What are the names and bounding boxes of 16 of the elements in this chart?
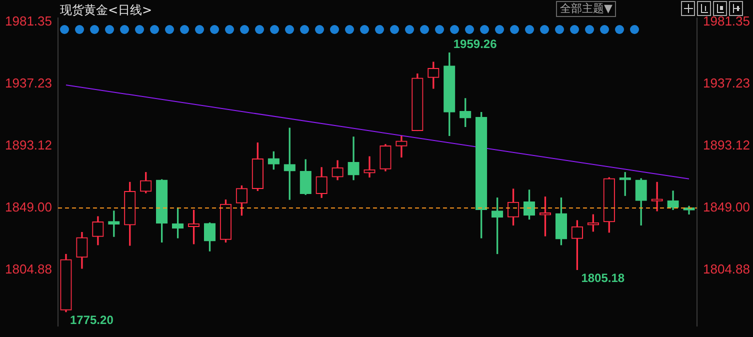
y2-tick-label: 1981.35 bbox=[703, 13, 750, 28]
y-tick-label: 1981.35 bbox=[5, 13, 52, 28]
chart-title: 现货黄金<日线> bbox=[60, 2, 152, 19]
annotation: 1775.20 bbox=[70, 313, 114, 328]
y2-tick-label: 1849.00 bbox=[703, 200, 750, 215]
y-tick-label: 1849.00 bbox=[5, 200, 52, 215]
y2-tick-label: 1804.88 bbox=[703, 262, 750, 277]
y-tick-label: 1804.88 bbox=[5, 262, 52, 277]
y-tick-label: 1893.12 bbox=[5, 137, 52, 152]
annotation: 1805.18 bbox=[581, 270, 625, 285]
y-tick-label: 1937.23 bbox=[5, 75, 52, 90]
theme-dropdown: 全部主题▼ bbox=[556, 1, 616, 17]
y2-tick-label: 1893.12 bbox=[703, 137, 750, 152]
candlestick bbox=[364, 156, 376, 178]
annotation: 1959.26 bbox=[453, 37, 498, 52]
y2-tick-label: 1937.23 bbox=[703, 75, 750, 90]
